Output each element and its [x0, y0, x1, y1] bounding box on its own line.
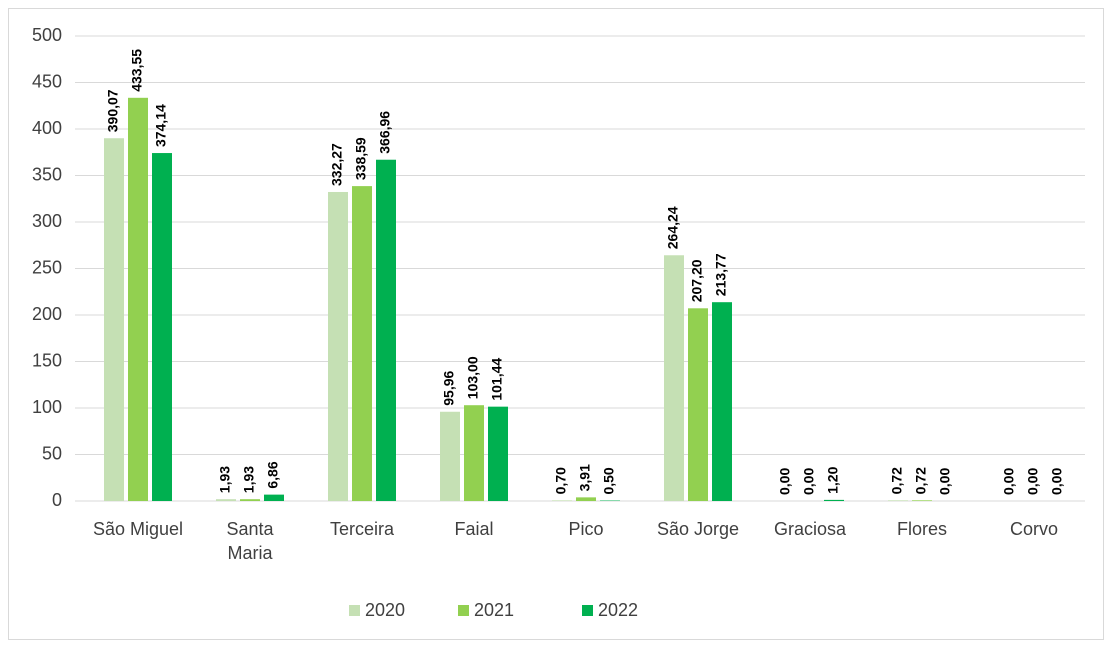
bar	[688, 308, 708, 501]
value-label: 101,44	[489, 358, 505, 401]
value-label: 0,70	[553, 467, 569, 494]
bar	[216, 499, 236, 501]
legend-swatch	[458, 605, 469, 616]
value-label: 374,14	[153, 104, 169, 147]
value-label: 213,77	[713, 253, 729, 296]
bar	[352, 186, 372, 501]
value-label: 366,96	[377, 111, 393, 154]
value-label: 0,00	[777, 468, 793, 495]
value-label: 0,00	[801, 468, 817, 495]
y-tick-label: 50	[42, 443, 62, 463]
legend-label: 2020	[365, 600, 405, 620]
value-label: 3,91	[577, 464, 593, 491]
value-label: 6,86	[265, 461, 281, 488]
value-label: 1,93	[217, 466, 233, 493]
value-label: 390,07	[105, 89, 121, 132]
x-tick-label: Terceira	[329, 519, 395, 539]
bar	[440, 411, 460, 501]
y-tick-label: 250	[32, 257, 62, 277]
bar	[888, 500, 908, 501]
value-label: 264,24	[665, 206, 681, 249]
x-tick-label: Corvo	[1009, 519, 1058, 539]
x-tick-label: São Miguel	[92, 519, 184, 539]
value-label: 0,72	[889, 467, 905, 494]
value-label: 0,00	[1001, 468, 1017, 495]
legend-label: 2021	[474, 600, 514, 620]
value-label: 0,00	[1025, 468, 1041, 495]
legend-label: 2022	[598, 600, 638, 620]
value-label: 0,00	[1049, 468, 1065, 495]
value-label: 433,55	[129, 49, 145, 92]
bar	[328, 191, 348, 502]
y-tick-label: 150	[32, 350, 62, 370]
value-label: 207,20	[689, 259, 705, 302]
legend-swatch	[582, 605, 593, 616]
value-label: 0,72	[913, 467, 929, 494]
value-label: 95,96	[441, 371, 457, 406]
y-tick-label: 0	[52, 490, 62, 510]
x-tick-label: Graciosa	[773, 519, 847, 539]
legend-swatch	[349, 605, 360, 616]
x-tick-label: Santa Maria	[226, 519, 274, 563]
y-tick-label: 300	[32, 211, 62, 231]
value-label: 338,59	[353, 137, 369, 180]
x-tick-label: Flores	[896, 519, 947, 539]
bar	[464, 405, 484, 501]
bar	[664, 255, 684, 501]
bar	[576, 497, 596, 501]
bar	[712, 302, 732, 501]
y-tick-label: 500	[32, 25, 62, 45]
value-label: 103,00	[465, 356, 481, 399]
bar	[104, 138, 124, 501]
bar	[376, 159, 396, 501]
x-tick-label: São Jorge	[656, 519, 740, 539]
bar	[488, 406, 508, 501]
bar	[264, 494, 284, 501]
bar	[552, 500, 572, 501]
value-label: 332,27	[329, 143, 345, 186]
value-label: 0,00	[937, 468, 953, 495]
bar	[152, 153, 172, 501]
y-tick-label: 200	[32, 304, 62, 324]
chart-frame	[8, 8, 1104, 640]
x-tick-label: Pico	[568, 519, 604, 539]
y-tick-label: 100	[32, 397, 62, 417]
y-tick-label: 400	[32, 118, 62, 138]
y-tick-label: 450	[32, 71, 62, 91]
bar	[912, 500, 932, 501]
value-label: 1,20	[825, 466, 841, 493]
bar	[128, 97, 148, 502]
x-tick-label: Faial	[454, 519, 494, 539]
y-tick-label: 350	[32, 164, 62, 184]
value-label: 0,50	[601, 467, 617, 494]
bar	[824, 499, 844, 501]
bar	[240, 499, 260, 501]
value-label: 1,93	[241, 466, 257, 493]
